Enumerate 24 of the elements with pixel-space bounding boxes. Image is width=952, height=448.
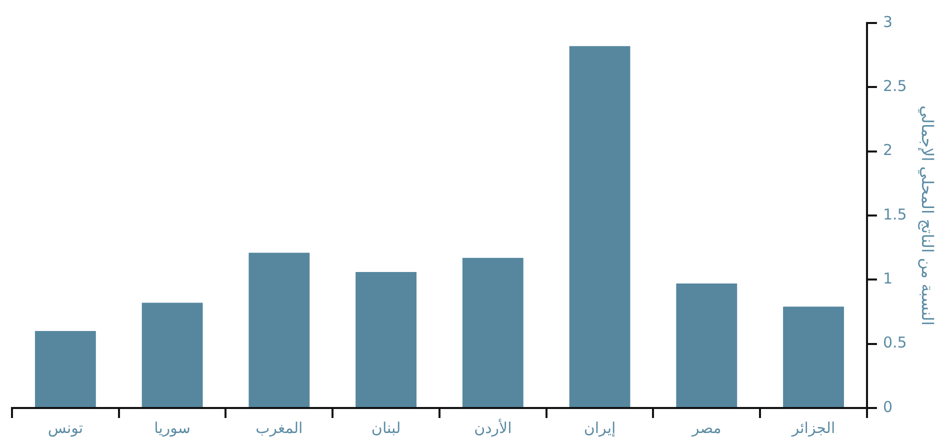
y-tick-label: 2.5 <box>882 77 907 96</box>
bar <box>783 306 844 407</box>
bar <box>34 331 96 407</box>
x-tick-label: إيران <box>584 418 616 437</box>
x-tick-label: لبنان <box>371 418 401 437</box>
bar <box>462 258 524 407</box>
y-tick-label: 2 <box>882 141 892 160</box>
y-axis-title: النسبة من الناتج المحلي الإجمالي <box>918 105 938 326</box>
x-tick-label: الأردن <box>474 418 512 437</box>
x-tick-label: تونس <box>48 418 84 437</box>
bar <box>356 272 416 407</box>
x-tick-label: سوريا <box>154 418 190 437</box>
x-tick-label: مصر <box>690 418 722 437</box>
y-tick-label: 1.5 <box>882 205 907 224</box>
bar <box>142 302 203 407</box>
y-tick-label: 0 <box>882 398 892 416</box>
bar <box>569 46 630 407</box>
bar <box>248 252 310 407</box>
bar <box>676 284 738 407</box>
y-tick-label: 1 <box>882 270 892 288</box>
y-tick-label: 0.5 <box>882 334 907 352</box>
x-tick-label: المغرب <box>256 418 303 437</box>
y-tick-label: 3 <box>882 12 892 31</box>
x-tick-label: الجزائر <box>790 418 836 437</box>
